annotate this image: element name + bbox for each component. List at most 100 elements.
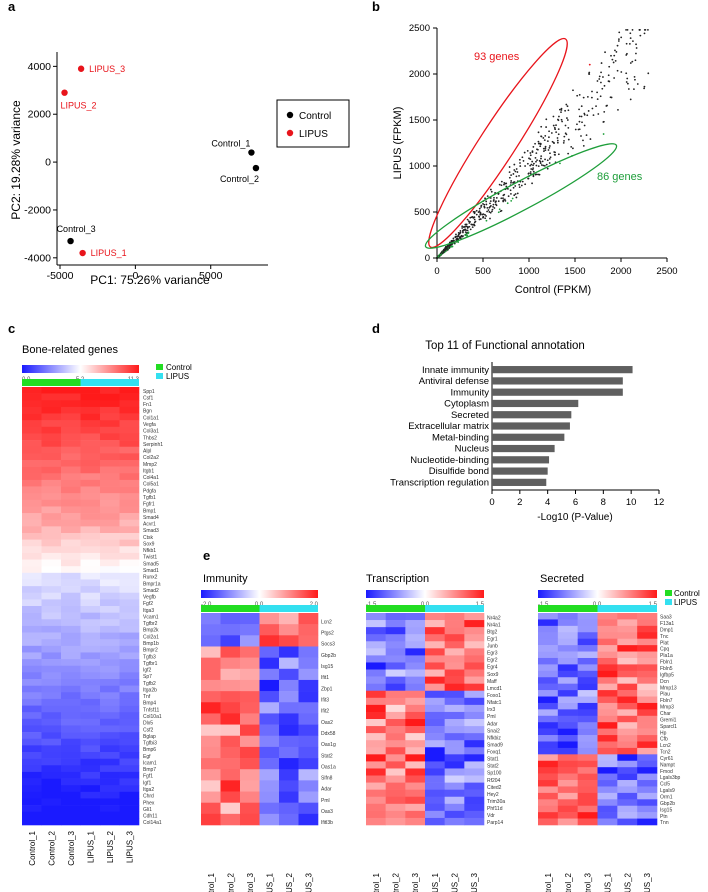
bone-heatmap-cell xyxy=(41,539,62,547)
scatter-point xyxy=(544,158,546,161)
secreted-heatmap-cell xyxy=(617,747,638,755)
bone-legend-lipus: LIPUS xyxy=(166,372,189,381)
transcription-heatmap-cell xyxy=(464,634,485,642)
bone-heatmap-cell xyxy=(80,413,101,421)
bone-heatmap-cell xyxy=(80,606,101,613)
secreted-heatmap-cell xyxy=(538,619,559,627)
bone-heatmap-cell xyxy=(100,592,120,600)
bone-heatmap-cell xyxy=(61,732,81,740)
scatter-point xyxy=(581,121,583,124)
transcription-heatmap-cell xyxy=(385,690,406,699)
bone-heatmap-cell xyxy=(61,698,81,706)
scatter-point xyxy=(562,141,565,144)
scatter-point xyxy=(466,218,469,221)
secreted-heatmap-cell xyxy=(538,735,559,742)
bone-heatmap-cell xyxy=(80,513,101,521)
scatter-point xyxy=(546,159,549,162)
scatter-point xyxy=(611,58,614,61)
transcription-heatmap-cell xyxy=(464,704,485,713)
bone-heatmap-cell xyxy=(22,533,42,540)
bone-heatmap-cell xyxy=(41,400,62,408)
bone-heatmap-cell xyxy=(100,460,120,467)
scatter-point xyxy=(536,148,539,151)
bone-heatmap-cell xyxy=(61,586,81,594)
bone-gene-label: Vegfa xyxy=(143,422,156,428)
scatter-point xyxy=(634,59,637,62)
scatter-point xyxy=(473,216,476,219)
scatter-point xyxy=(522,160,525,162)
bone-heatmap-cell xyxy=(119,506,140,514)
transcription-heatmap: Nr4a2Nr4a1Btg2Egr1JunbEgr3Egr2Egr4Sox9Ma… xyxy=(366,605,505,892)
pca-legend-lipus: LIPUS xyxy=(299,129,328,140)
immunity-gene-label: Socs3 xyxy=(321,642,335,648)
secreted-heatmap-cell xyxy=(577,638,598,646)
scatter-point xyxy=(591,107,594,110)
pca-point-label: LIPUS_3 xyxy=(89,64,125,74)
immunity-heatmap-cell xyxy=(240,724,260,737)
secreted-heatmap-cell xyxy=(617,702,638,710)
bone-heatmap-cell xyxy=(61,659,81,667)
transcription-heatmap-cell xyxy=(464,789,485,798)
bone-heatmap-cell xyxy=(41,606,62,613)
bone-gene-label: Bmp4 xyxy=(143,701,156,707)
scatter-y-tick-label: 2500 xyxy=(409,23,430,34)
scatter-point xyxy=(503,183,505,186)
immunity-gene-label: Ifit1 xyxy=(321,675,329,681)
bone-gene-label: Icam1 xyxy=(143,760,157,766)
transcription-heatmap-cell xyxy=(444,719,465,727)
immunity-gene-label: Oas2 xyxy=(321,720,333,726)
bone-heatmap-cell xyxy=(61,426,81,434)
bone-heatmap-cell xyxy=(80,566,101,574)
transcription-heatmap-cell xyxy=(425,669,445,677)
bone-heatmap-cell xyxy=(61,513,81,521)
bone-heatmap-cell xyxy=(22,791,42,799)
scatter-point xyxy=(489,202,491,205)
bone-heatmap-cell xyxy=(61,738,81,746)
bone-heatmap-cell xyxy=(100,566,120,574)
immunity-heatmap-cell xyxy=(220,624,241,636)
scatter-point xyxy=(531,150,534,153)
secreted-heatmap-cell xyxy=(637,728,658,736)
scatter-point xyxy=(510,192,512,195)
secreted-heatmap-cell xyxy=(538,632,559,639)
scatter-point xyxy=(483,206,486,209)
scatter-point xyxy=(558,115,560,118)
transcription-heatmap-cell xyxy=(385,648,406,656)
scatter-point xyxy=(564,124,567,127)
scatter-point xyxy=(462,226,465,228)
secreted-control-bar xyxy=(538,605,598,612)
transcription-heatmap-cell xyxy=(385,803,406,812)
scatter-point xyxy=(526,162,529,165)
scatter-point xyxy=(580,135,582,137)
scatter-point xyxy=(578,93,581,96)
secreted-heatmap-cell xyxy=(617,786,638,794)
transcription-heatmap-cell xyxy=(385,754,406,762)
bone-heatmap-cell xyxy=(41,460,62,467)
secreted-heatmap-cell xyxy=(597,715,618,723)
bone-heatmap-cell xyxy=(41,738,62,746)
scatter-point xyxy=(508,176,511,179)
bone-heatmap-cell xyxy=(80,805,101,813)
secreted-heatmap-cell xyxy=(597,754,618,762)
bone-heatmap-cell xyxy=(22,718,42,726)
bone-heatmap-cell xyxy=(41,493,62,501)
pca-y-tick-label: -4000 xyxy=(24,252,51,264)
bone-heatmap-cell xyxy=(119,725,140,733)
pca-point xyxy=(252,164,260,172)
scatter-point xyxy=(629,32,632,35)
scatter-point xyxy=(541,160,544,163)
bone-heatmap-cell xyxy=(41,791,62,799)
scatter-point xyxy=(542,164,545,167)
transcription-heatmap-cell xyxy=(464,627,485,635)
secreted-heatmap-cell xyxy=(538,760,559,768)
secreted-heatmap-cell xyxy=(597,683,618,691)
scatter-point xyxy=(625,28,627,31)
bone-heatmap-cell xyxy=(22,413,42,421)
transcription-gene-label: Hey2 xyxy=(487,792,499,798)
transcription-heatmap-cell xyxy=(405,733,426,741)
bone-gene-label: Bmpr2 xyxy=(143,648,158,654)
bone-heatmap-cell xyxy=(119,493,140,501)
transcription-heatmap-cell xyxy=(405,634,426,642)
bone-heatmap-cell xyxy=(100,791,120,799)
bone-heatmap-cell xyxy=(61,599,81,607)
